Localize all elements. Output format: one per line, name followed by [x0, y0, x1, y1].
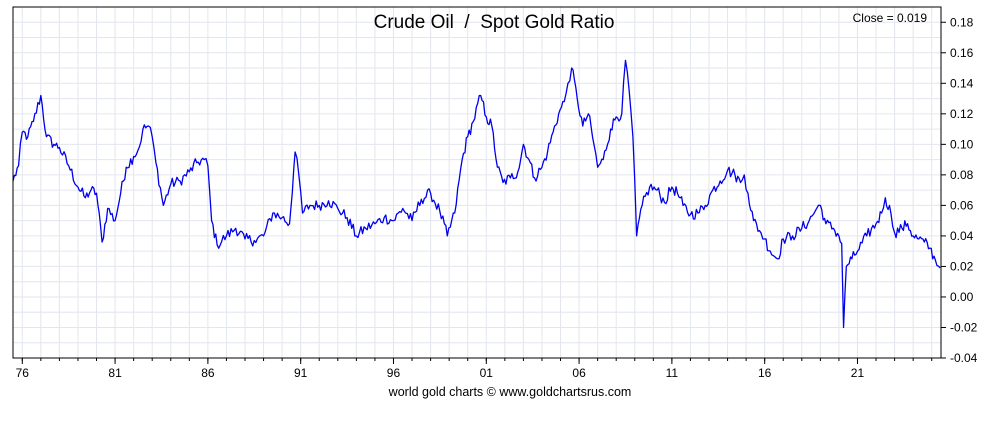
series-group — [12, 59, 941, 329]
y-tick-label: 0.18 — [950, 15, 974, 29]
y-tick-label: 0.14 — [950, 76, 974, 90]
x-tick-label: 11 — [666, 366, 679, 380]
x-tick-label: 96 — [387, 366, 401, 380]
y-tick-label: 0.06 — [950, 198, 974, 212]
x-tick-label: 16 — [758, 366, 772, 380]
x-tick-label: 86 — [201, 366, 215, 380]
y-tick-label: 0.02 — [950, 259, 974, 273]
y-tick-label: 0.16 — [950, 46, 974, 60]
y-tick-label: 0.08 — [950, 168, 974, 182]
plot-area-border — [12, 6, 942, 359]
chart-credit: world gold charts © www.goldchartsrus.co… — [388, 385, 632, 399]
close-value-label: Close = 0.019 — [853, 11, 928, 25]
y-tick-label: -0.02 — [950, 320, 978, 334]
x-tick-label: 76 — [16, 366, 30, 380]
y-tick-label: 0.04 — [950, 229, 974, 243]
x-tick-label: 01 — [480, 366, 494, 380]
series-line — [12, 59, 941, 329]
y-axis: -0.04 -0.02 0.00 0.02 0.04 0.06 0.08 0.10 0.12 0.… — [941, 15, 978, 365]
y-tick-label: 0.12 — [950, 107, 974, 121]
y-tick-label: 0.10 — [950, 137, 974, 151]
chart-grid — [13, 7, 941, 358]
x-tick-label: 06 — [572, 366, 586, 380]
x-tick-label: 81 — [108, 366, 122, 380]
chart-title: Crude Oil / Spot Gold Ratio — [374, 12, 615, 33]
y-tick-label: 0.00 — [950, 290, 974, 304]
x-tick-label: 91 — [294, 366, 308, 380]
x-axis: 76 81 86 91 96 01 06 11 16 21 — [16, 358, 933, 380]
x-tick-label: 21 — [851, 366, 865, 380]
y-tick-label: -0.04 — [950, 351, 978, 365]
